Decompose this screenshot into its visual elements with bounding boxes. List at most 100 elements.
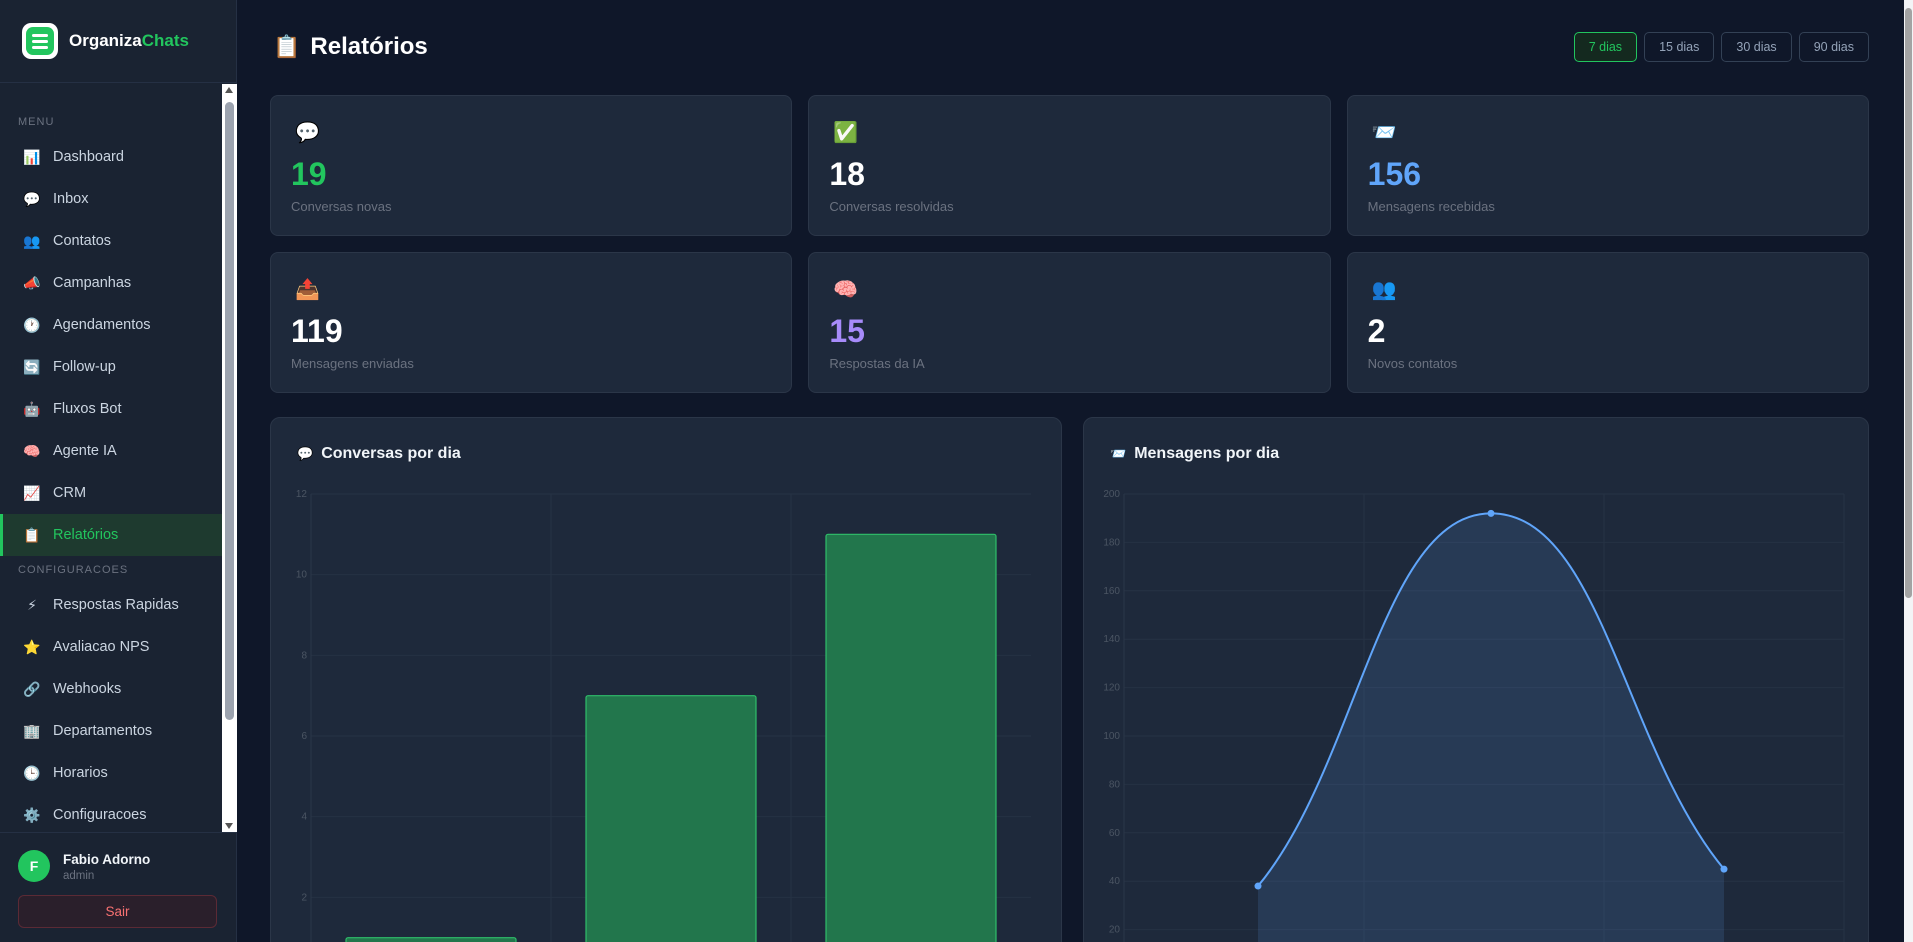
sidebar-item-follow-up[interactable]: 🔄 Follow-up — [0, 346, 222, 388]
data-point[interactable] — [1720, 865, 1728, 873]
sidebar-item-inbox[interactable]: 💬 Inbox — [0, 178, 222, 220]
sidebar-item-label: Configuracoes — [53, 807, 147, 823]
sidebar-item-dashboard[interactable]: 📊 Dashboard — [0, 136, 222, 178]
sidebar-item-crm[interactable]: 📈 CRM — [0, 472, 222, 514]
y-tick-label: 200 — [1103, 489, 1120, 500]
horarios-icon: 🕒 — [23, 764, 41, 781]
window-scroll-thumb[interactable] — [1905, 8, 1912, 598]
range-7-dias-button[interactable]: 7 dias — [1573, 32, 1638, 62]
agendamentos-icon: 🕐 — [23, 316, 41, 333]
menu-section-label: MENU — [18, 116, 55, 128]
brand-name: OrganizaChats — [69, 31, 189, 50]
sidebar-item-avaliacao-nps[interactable]: ⭐ Avaliacao NPS — [0, 626, 222, 668]
sidebar-item-label: Horarios — [53, 765, 108, 781]
follow-up-icon: 🔄 — [23, 358, 41, 375]
stat-label: Respostas da IA — [829, 356, 925, 371]
sidebar-item-agendamentos[interactable]: 🕐 Agendamentos — [0, 304, 222, 346]
main-content: 📋 Relatórios 7 dias 15 dias 30 dias 90 dias… — [237, 0, 1913, 942]
stat-value: 19 — [291, 156, 327, 192]
sidebar-nav: MENU 📊 Dashboard 💬 Inbox 👥 Contatos 📣 Campanhas… — [0, 84, 222, 832]
area-fill — [1258, 513, 1724, 942]
data-point[interactable] — [1254, 882, 1262, 890]
sidebar: OrganizaChats MENU 📊 Dashboard 💬 Inbox 👥 Cont… — [0, 0, 237, 942]
y-tick-label: 160 — [1103, 586, 1120, 597]
agente-ia-icon: 🧠 — [23, 442, 41, 459]
sidebar-item-webhooks[interactable]: 🔗 Webhooks — [0, 668, 222, 710]
avaliacao-nps-icon: ⭐ — [23, 638, 41, 655]
sidebar-item-agente-ia[interactable]: 🧠 Agente IA — [0, 430, 222, 472]
user-role: admin — [63, 870, 95, 882]
window-scrollbar[interactable] — [1904, 0, 1913, 942]
sidebar-item-configuracoes[interactable]: ⚙️ Configuracoes — [0, 794, 222, 832]
inbox-icon: 💬 — [23, 190, 41, 207]
chat-bubble-icon: 💬 — [297, 446, 314, 461]
crm-icon: 📈 — [23, 484, 41, 501]
bar[interactable] — [345, 937, 517, 942]
sidebar-item-label: Contatos — [53, 233, 112, 249]
sidebar-item-label: Campanhas — [53, 275, 132, 291]
y-tick-label: 10 — [296, 570, 308, 581]
webhooks-icon: 🔗 — [23, 680, 41, 697]
sidebar-item-label: Departamentos — [53, 723, 153, 739]
stat-label: Mensagens enviadas — [291, 356, 414, 371]
y-tick-label: 8 — [301, 650, 307, 661]
stat-card-mensagens-recebidas: 📨 156 Mensagens recebidas — [1346, 95, 1869, 236]
stat-icon: 📤 — [295, 279, 320, 301]
sidebar-item-horarios[interactable]: 🕒 Horarios — [0, 752, 222, 794]
sidebar-item-contatos[interactable]: 👥 Contatos — [0, 220, 222, 262]
y-tick-label: 180 — [1103, 537, 1120, 548]
page-title: 📋 Relatórios — [273, 33, 428, 61]
range-15-dias-button[interactable]: 15 dias — [1644, 32, 1715, 62]
departamentos-icon: 🏢 — [23, 722, 41, 739]
stats-grid: 💬 19 Conversas novas ✅ 18 Conversas resolvida… — [270, 95, 1869, 393]
conversations-chart-card: 2 4 6 8 10 12 💬 Conversas por dia — [270, 417, 1062, 942]
y-tick-label: 120 — [1103, 683, 1120, 694]
avatar: F — [18, 850, 50, 882]
stat-value: 18 — [829, 156, 865, 192]
sidebar-item-label: Inbox — [53, 191, 89, 207]
stat-value: 156 — [1367, 156, 1422, 192]
sidebar-item-label: Agente IA — [53, 443, 117, 459]
checklist-chat-icon — [22, 23, 58, 59]
configuracoes-icon: ⚙️ — [23, 806, 41, 823]
data-point[interactable] — [1487, 509, 1495, 517]
brand[interactable]: OrganizaChats — [0, 0, 236, 83]
messages-area-chart: 20 40 60 80 100 120 140 160 180 200 — [1103, 489, 1845, 942]
scroll-down-icon[interactable] — [225, 823, 233, 829]
sidebar-item-label: Relatórios — [53, 527, 119, 543]
sidebar-item-campanhas[interactable]: 📣 Campanhas — [0, 262, 222, 304]
sidebar-item-fluxos-bot[interactable]: 🤖 Fluxos Bot — [0, 388, 222, 430]
stat-icon: 📨 — [1371, 122, 1397, 144]
y-tick-label: 2 — [301, 892, 307, 903]
relatorios-icon: 📋 — [23, 526, 41, 543]
stat-label: Novos contatos — [1367, 356, 1458, 371]
scroll-thumb[interactable] — [225, 102, 234, 720]
sidebar-item-relatorios[interactable]: 📋 Relatórios — [0, 514, 222, 556]
conversations-bar-chart: 2 4 6 8 10 12 — [296, 489, 1031, 942]
bar[interactable] — [585, 695, 757, 942]
stat-icon: ✅ — [833, 122, 859, 144]
bar[interactable] — [825, 533, 997, 942]
y-tick-label: 4 — [301, 812, 307, 823]
messages-chart-card: 20 40 60 80 100 120 140 160 180 200 📨 Mensagens p… — [1083, 417, 1869, 942]
range-30-dias-button[interactable]: 30 dias — [1721, 32, 1792, 62]
scroll-up-icon[interactable] — [225, 87, 233, 93]
stat-card-mensagens-enviadas: 📤 119 Mensagens enviadas — [270, 252, 793, 393]
sidebar-item-departamentos[interactable]: 🏢 Departamentos — [0, 710, 222, 752]
stat-label: Conversas resolvidas — [829, 199, 954, 214]
logout-button[interactable]: Sair — [18, 895, 217, 928]
range-90-dias-button[interactable]: 90 dias — [1798, 32, 1869, 62]
y-tick-label: 100 — [1103, 731, 1120, 742]
y-tick-label: 140 — [1103, 634, 1120, 645]
sidebar-item-label: Fluxos Bot — [53, 401, 122, 417]
contatos-icon: 👥 — [23, 232, 41, 249]
sidebar-item-respostas-rapidas[interactable]: ⚡ Respostas Rapidas — [0, 584, 222, 626]
sidebar-scrollbar[interactable] — [222, 84, 237, 832]
sidebar-item-label: Agendamentos — [53, 317, 151, 333]
date-range-selector: 7 dias 15 dias 30 dias 90 dias — [1573, 32, 1869, 62]
sidebar-item-label: Avaliacao NPS — [53, 639, 150, 655]
fluxos-bot-icon: 🤖 — [23, 400, 41, 417]
sidebar-item-label: Follow-up — [53, 359, 116, 375]
y-tick-label: 20 — [1109, 925, 1121, 936]
clipboard-icon: 📋 — [273, 34, 301, 59]
